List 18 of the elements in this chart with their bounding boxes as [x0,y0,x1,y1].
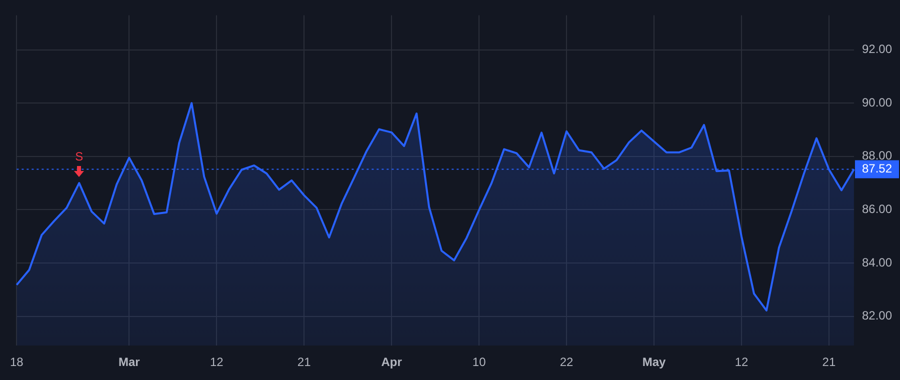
x-tick-label: 22 [560,355,574,370]
y-tick-label: 88.00 [862,148,892,163]
y-tick-label: 86.00 [862,202,892,216]
x-tick-label: Mar [118,355,140,370]
x-tick-label: Apr [381,355,402,370]
y-tick-label: 92.00 [862,42,892,56]
x-tick-label: 12 [734,355,748,370]
ref-line-label: 87.52 [862,162,892,176]
y-tick-label: 90.00 [862,95,892,110]
x-tick-label: 10 [472,355,486,370]
annotation: S [75,149,84,164]
x-tick-label: 12 [210,355,224,370]
x-tick-label: 18 [10,355,24,370]
x-tick-label: 21 [822,355,836,370]
x-tick-label: May [642,355,666,370]
x-tick-label: 21 [297,355,312,370]
y-tick-label: 84.00 [862,255,892,270]
y-tick-label: 82.00 [862,308,892,323]
